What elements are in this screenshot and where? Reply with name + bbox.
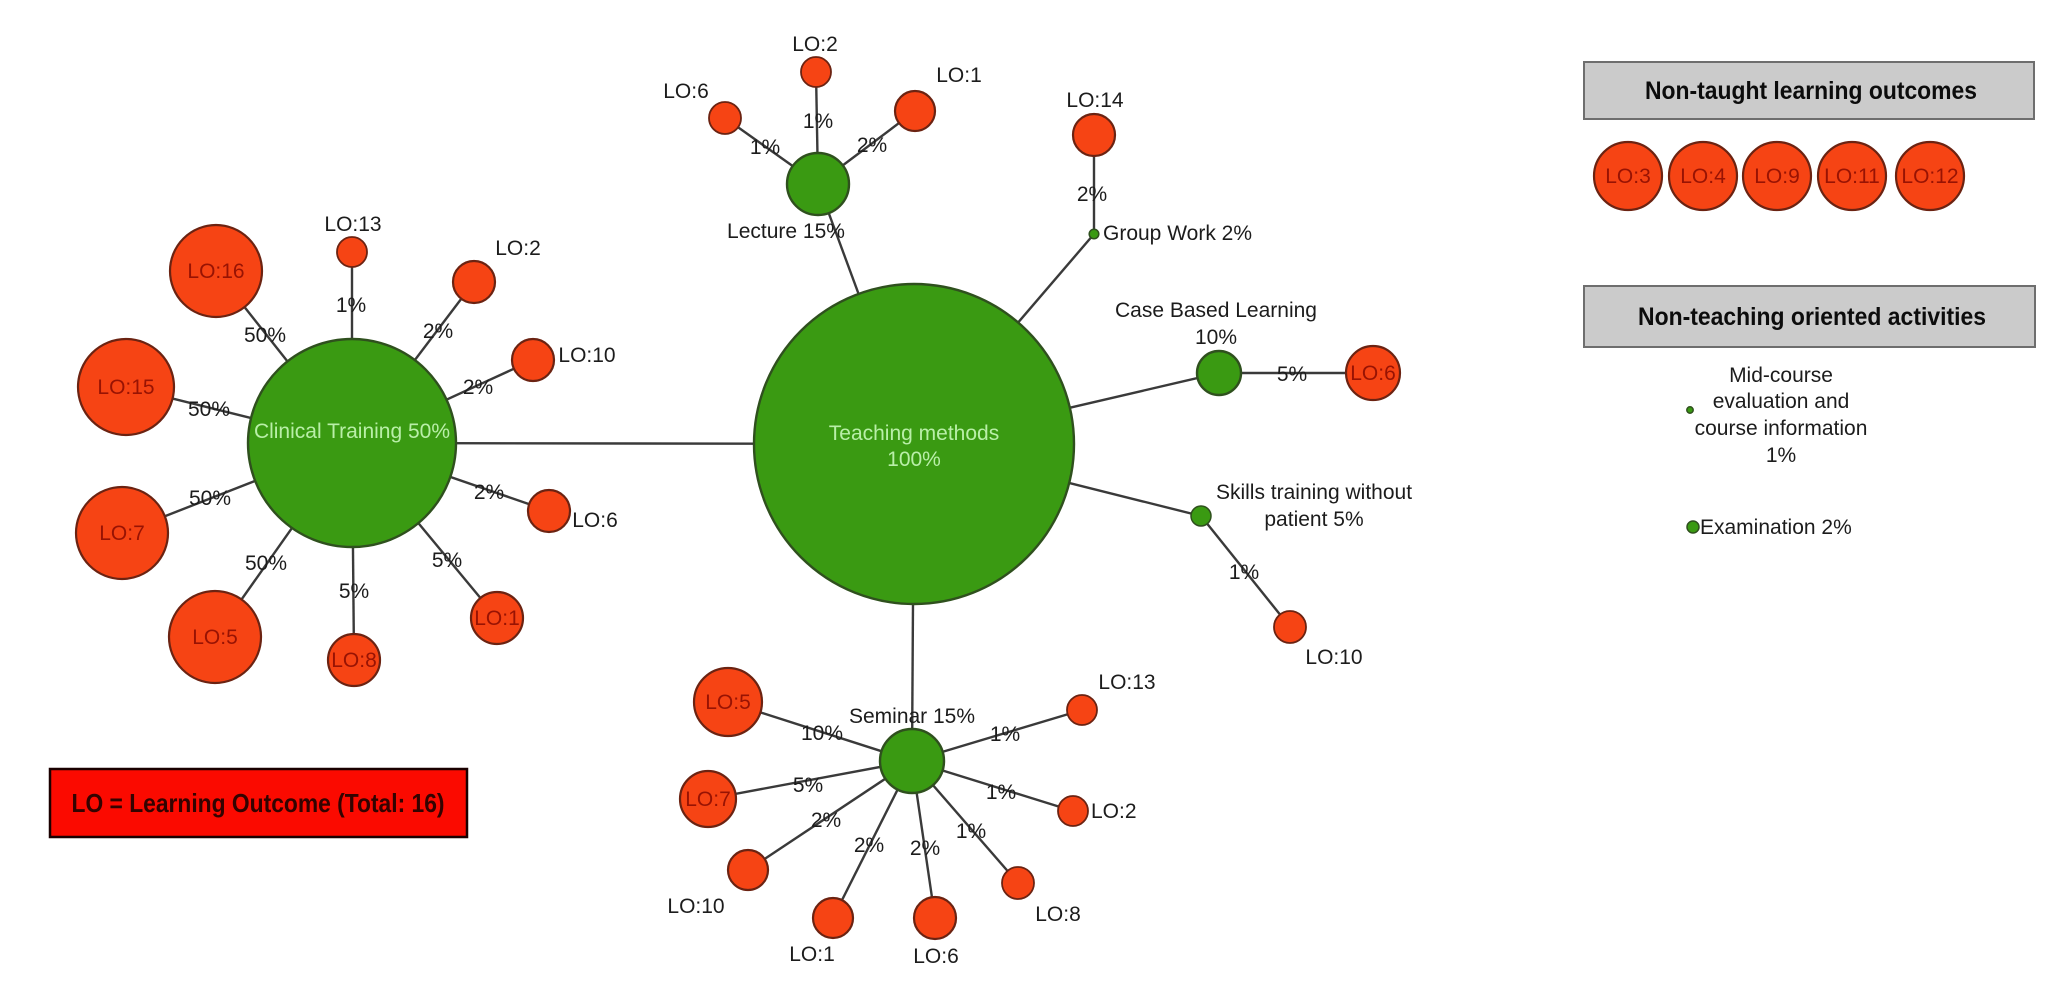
- svg-text:50%: 50%: [244, 324, 286, 347]
- svg-text:Examination 2%: Examination 2%: [1700, 516, 1852, 539]
- svg-text:2%: 2%: [423, 320, 453, 343]
- svg-text:Group Work 2%: Group Work 2%: [1103, 222, 1252, 245]
- svg-text:Non-teaching oriented activiti: Non-teaching oriented activities: [1638, 303, 1986, 331]
- svg-text:50%: 50%: [245, 552, 287, 575]
- svg-text:LO:6: LO:6: [913, 945, 959, 968]
- svg-text:evaluation and: evaluation and: [1713, 390, 1850, 413]
- svg-text:LO:10: LO:10: [667, 895, 724, 918]
- svg-text:LO:6: LO:6: [1350, 362, 1396, 385]
- svg-text:Skills training without: Skills training without: [1216, 481, 1412, 504]
- svg-text:LO:13: LO:13: [324, 213, 381, 236]
- svg-text:50%: 50%: [188, 398, 230, 421]
- svg-text:LO:2: LO:2: [792, 33, 838, 56]
- svg-text:2%: 2%: [1077, 183, 1107, 206]
- svg-text:Teaching methods: Teaching methods: [829, 422, 999, 445]
- svg-text:1%: 1%: [990, 723, 1020, 746]
- svg-text:LO:8: LO:8: [1035, 903, 1081, 926]
- svg-text:patient 5%: patient 5%: [1264, 508, 1363, 531]
- svg-text:1%: 1%: [336, 294, 366, 317]
- svg-text:LO:12: LO:12: [1901, 165, 1958, 188]
- svg-text:LO:14: LO:14: [1066, 89, 1124, 112]
- svg-text:LO:7: LO:7: [685, 788, 731, 811]
- svg-text:LO:1: LO:1: [474, 607, 520, 630]
- svg-text:LO:9: LO:9: [1754, 165, 1800, 188]
- svg-text:5%: 5%: [432, 549, 462, 572]
- svg-text:LO:1: LO:1: [789, 943, 835, 966]
- svg-text:100%: 100%: [887, 448, 941, 471]
- svg-text:1%: 1%: [1766, 444, 1796, 467]
- svg-text:LO:2: LO:2: [1091, 800, 1137, 823]
- svg-text:2%: 2%: [463, 376, 493, 399]
- svg-text:2%: 2%: [857, 134, 887, 157]
- svg-text:2%: 2%: [910, 837, 940, 860]
- svg-text:1%: 1%: [956, 820, 986, 843]
- svg-text:Clinical Training 50%: Clinical Training 50%: [254, 420, 450, 443]
- svg-text:10%: 10%: [1195, 326, 1237, 349]
- svg-text:LO:4: LO:4: [1680, 165, 1726, 188]
- svg-text:LO:13: LO:13: [1098, 671, 1155, 694]
- svg-text:LO:5: LO:5: [192, 626, 238, 649]
- svg-text:1%: 1%: [750, 136, 780, 159]
- svg-text:LO:1: LO:1: [936, 64, 982, 87]
- svg-text:1%: 1%: [803, 110, 833, 133]
- svg-text:2%: 2%: [474, 481, 504, 504]
- svg-text:10%: 10%: [801, 722, 843, 745]
- svg-text:Case Based Learning: Case Based Learning: [1115, 299, 1317, 322]
- svg-text:5%: 5%: [793, 774, 823, 797]
- svg-text:LO:6: LO:6: [572, 509, 618, 532]
- svg-text:LO:6: LO:6: [663, 80, 709, 103]
- svg-text:Seminar 15%: Seminar 15%: [849, 705, 975, 728]
- svg-text:LO:16: LO:16: [187, 260, 244, 283]
- svg-text:LO:2: LO:2: [495, 237, 541, 260]
- svg-text:1%: 1%: [986, 781, 1016, 804]
- svg-text:LO:7: LO:7: [99, 522, 145, 545]
- svg-text:LO:10: LO:10: [558, 344, 615, 367]
- svg-text:LO:10: LO:10: [1305, 646, 1362, 669]
- svg-text:LO:8: LO:8: [331, 649, 377, 672]
- svg-text:LO:3: LO:3: [1605, 165, 1651, 188]
- svg-text:Non-taught learning outcomes: Non-taught learning outcomes: [1645, 77, 1977, 105]
- svg-text:LO:5: LO:5: [705, 691, 751, 714]
- svg-text:50%: 50%: [189, 487, 231, 510]
- svg-text:1%: 1%: [1229, 561, 1259, 584]
- svg-text:LO = Learning Outcome (Total:: LO = Learning Outcome (Total: 16): [72, 788, 445, 818]
- svg-text:2%: 2%: [854, 834, 884, 857]
- svg-text:course information: course information: [1695, 417, 1868, 440]
- svg-text:Lecture 15%: Lecture 15%: [727, 220, 845, 243]
- svg-text:5%: 5%: [339, 580, 369, 603]
- svg-text:LO:11: LO:11: [1824, 165, 1880, 188]
- svg-text:LO:15: LO:15: [97, 376, 154, 399]
- svg-text:5%: 5%: [1277, 363, 1307, 386]
- svg-text:2%: 2%: [811, 809, 841, 832]
- svg-text:Mid-course: Mid-course: [1729, 364, 1833, 387]
